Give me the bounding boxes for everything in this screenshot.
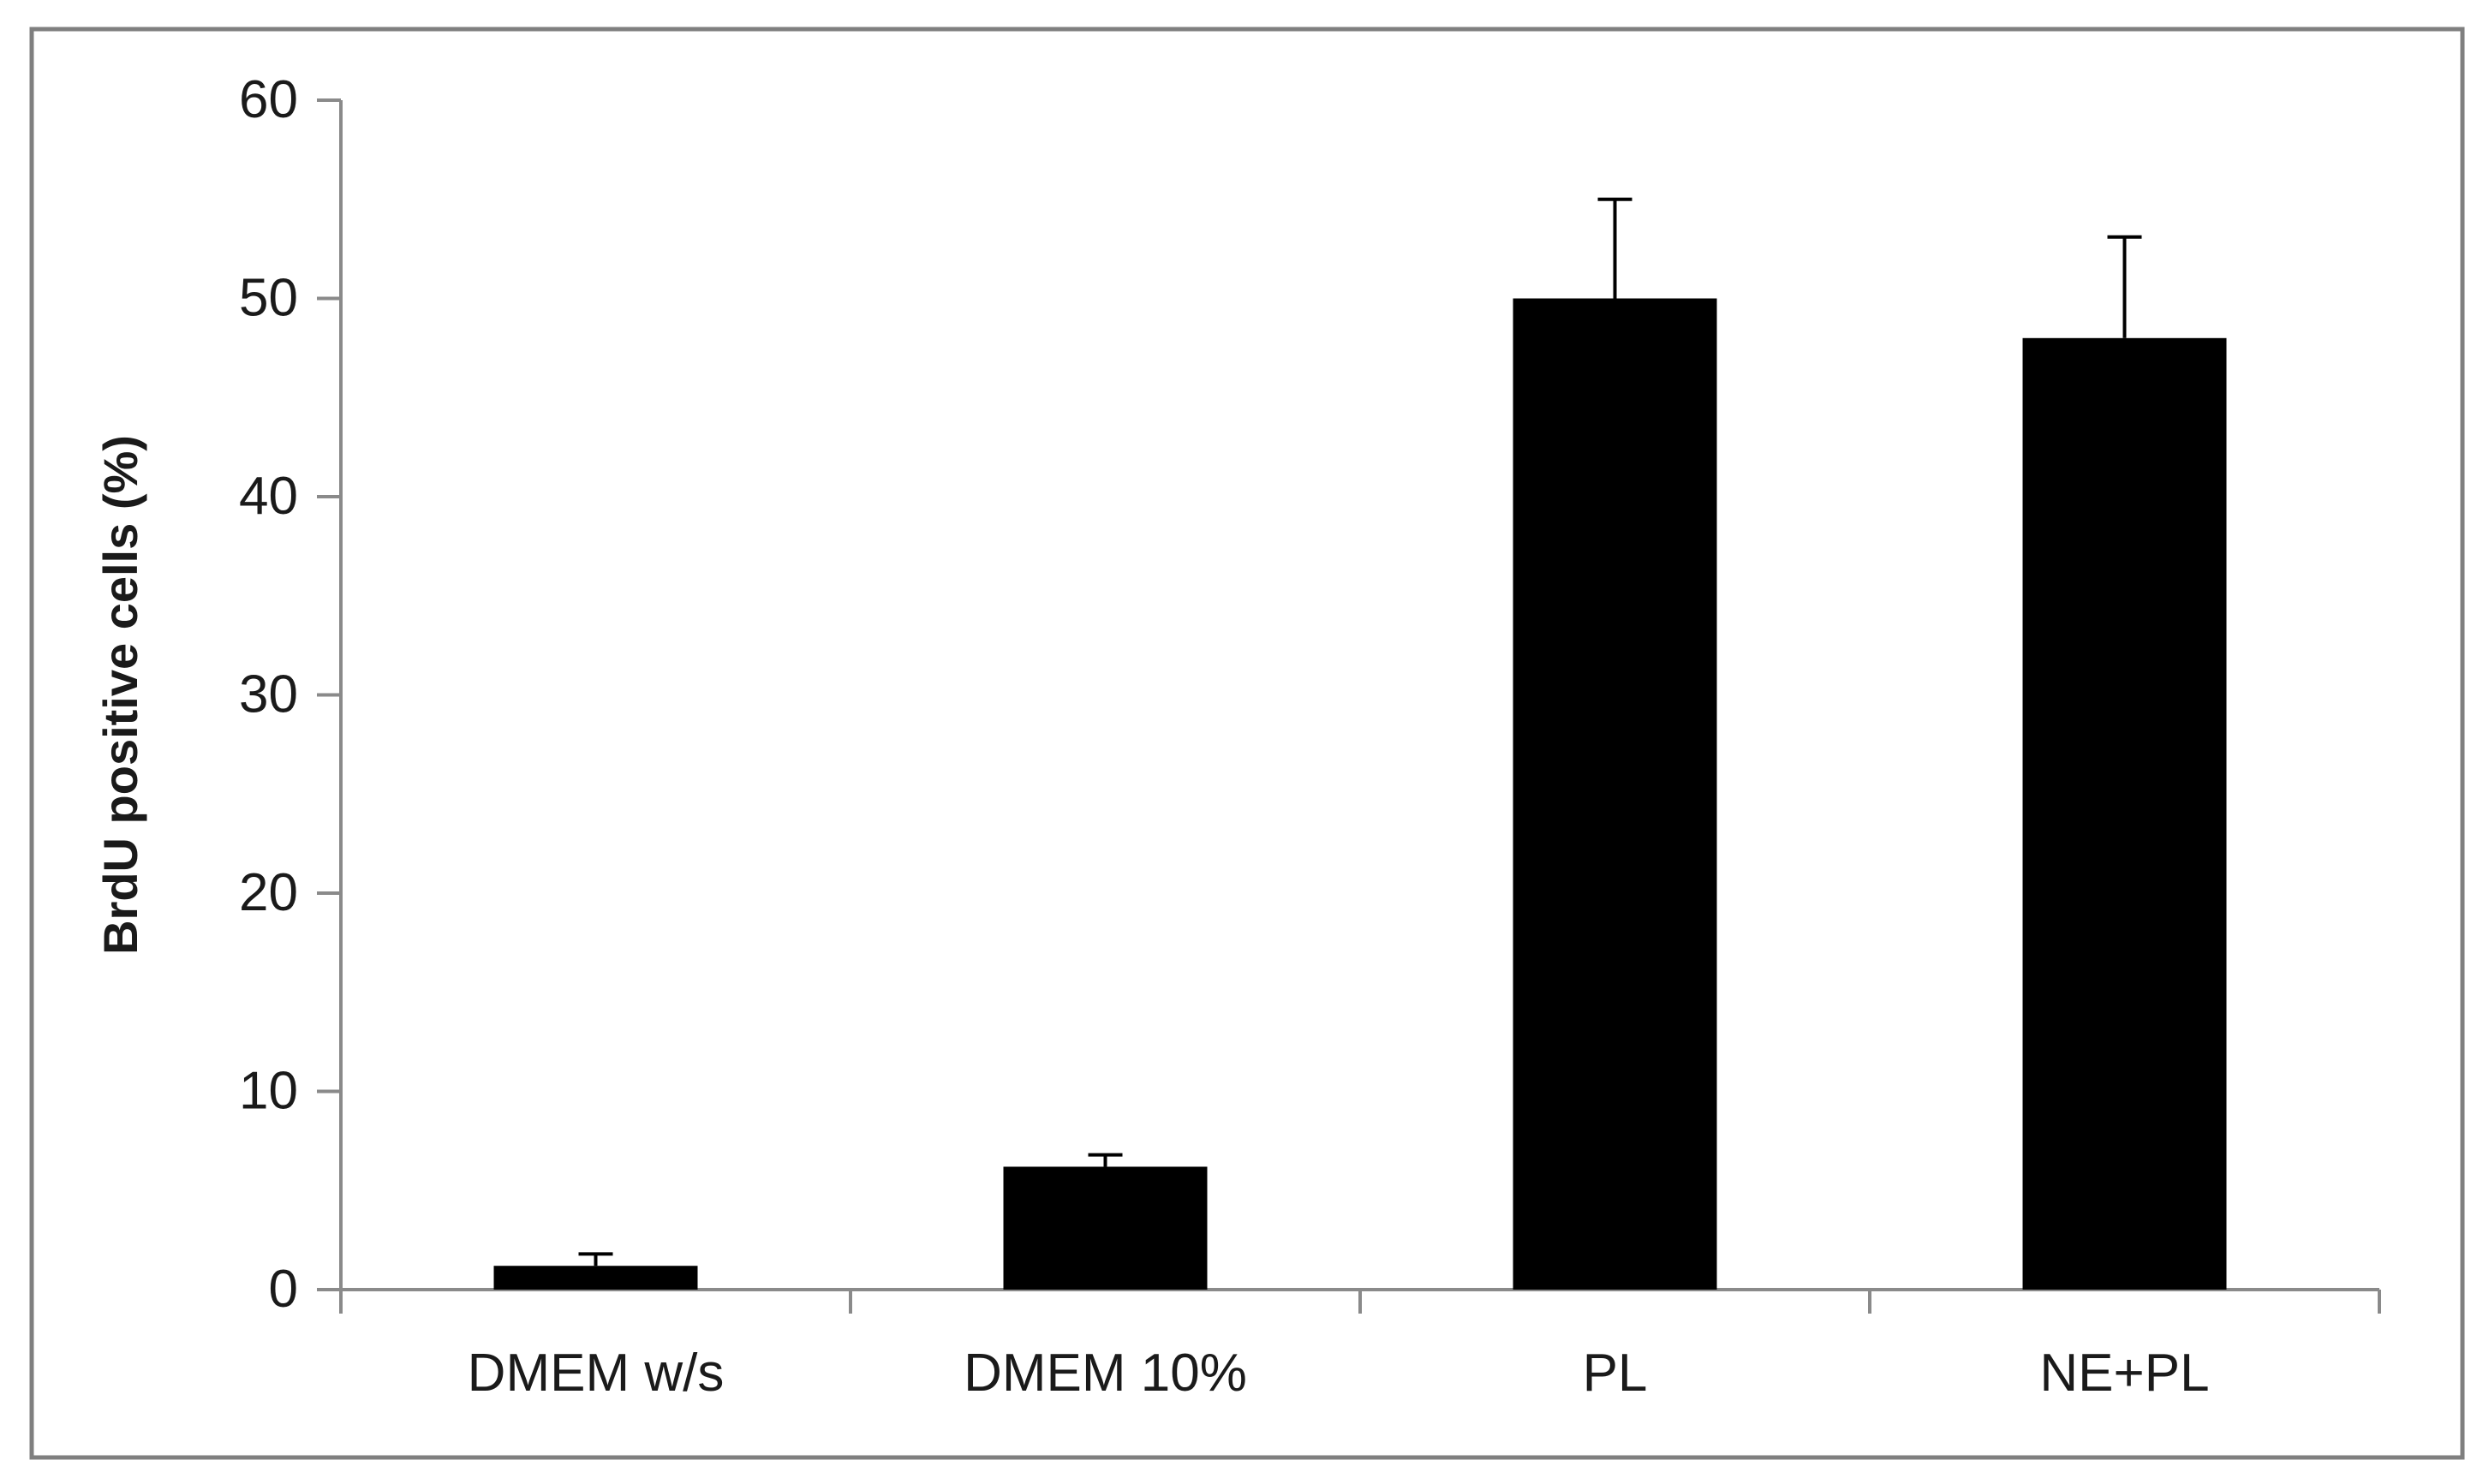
bar: [2022, 337, 2227, 1290]
y-axis-title: BrdU positive cells (%): [93, 435, 147, 955]
x-tick-label: NE+PL: [2039, 1344, 2209, 1403]
y-tick-label: 40: [239, 467, 298, 526]
bar: [493, 1266, 698, 1290]
bar: [1513, 298, 1717, 1290]
error-bars: [578, 197, 2142, 1266]
y-tick-label: 60: [239, 70, 298, 129]
x-tick-label: DMEM w/s: [468, 1344, 725, 1403]
x-tick-label: DMEM 10%: [964, 1344, 1247, 1403]
y-tick-label: 10: [239, 1062, 298, 1121]
y-axis: 0 10 20 30 40 50 60: [239, 70, 343, 1319]
y-tick-label: 0: [269, 1260, 298, 1319]
y-tick-label: 50: [239, 269, 298, 328]
x-tick-label: PL: [1583, 1344, 1648, 1403]
y-tick-label: 20: [239, 863, 298, 922]
y-tick-label: 30: [239, 665, 298, 724]
bar: [1003, 1166, 1208, 1290]
bars: [493, 298, 2227, 1290]
